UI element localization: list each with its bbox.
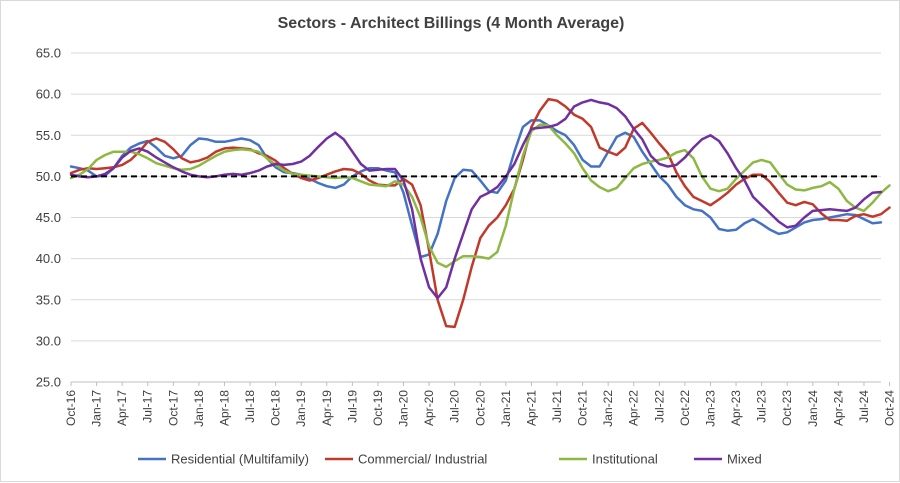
x-axis: Oct-16 Jan-17 Apr-17 Jul-17 Oct-17 Jan-18 Apr-… bbox=[64, 382, 897, 427]
x-tick-label: Oct-23 bbox=[780, 390, 794, 426]
x-tick-label: Oct-19 bbox=[371, 390, 385, 426]
y-tick-label: 60.0 bbox=[36, 87, 61, 102]
x-tick-label: Jul-23 bbox=[755, 390, 769, 423]
x-tick-label: Apr-24 bbox=[831, 390, 845, 426]
x-tick-label: Jul-20 bbox=[448, 390, 462, 423]
x-tick-label: Jan-22 bbox=[601, 390, 615, 427]
y-tick-label: 30.0 bbox=[36, 333, 61, 348]
x-tick-label: Jan-23 bbox=[703, 390, 717, 427]
x-tick-label: Apr-21 bbox=[524, 390, 538, 426]
x-tick-label: Jul-22 bbox=[652, 390, 666, 423]
legend: Residential (Multifamily) Commercial/ Ind… bbox=[138, 452, 762, 467]
y-axis: 25.0 30.0 35.0 40.0 45.0 50.0 55.0 60.0 65.0 bbox=[36, 46, 61, 390]
x-tick-label: Jan-21 bbox=[499, 390, 513, 427]
y-tick-label: 35.0 bbox=[36, 292, 61, 307]
series-line-institutional bbox=[69, 123, 891, 269]
y-tick-label: 65.0 bbox=[36, 46, 61, 61]
x-tick-label: Jan-19 bbox=[294, 390, 308, 427]
x-tick-label: Oct-16 bbox=[64, 390, 78, 426]
chart-title: Sectors - Architect Billings (4 Month Av… bbox=[278, 15, 625, 32]
series-line-residential-multifamily bbox=[69, 119, 883, 259]
x-tick-label: Jan-24 bbox=[806, 390, 820, 427]
x-tick-label: Jul-24 bbox=[857, 390, 871, 423]
y-tick-label: 25.0 bbox=[36, 375, 61, 390]
x-tick-label: Jul-19 bbox=[345, 390, 359, 423]
legend-label-mixed: Mixed bbox=[727, 452, 762, 467]
x-tick-label: Jan-18 bbox=[192, 390, 206, 427]
legend-label-commercial-industrial: Commercial/ Industrial bbox=[358, 452, 487, 467]
x-tick-label: Apr-19 bbox=[320, 390, 334, 426]
x-tick-label: Oct-22 bbox=[678, 390, 692, 426]
x-tick-label: Oct-21 bbox=[576, 390, 590, 426]
series-line-commercial-industrial bbox=[69, 97, 891, 329]
x-tick-label: Jan-17 bbox=[90, 390, 104, 427]
x-tick-label: Apr-17 bbox=[115, 390, 129, 426]
gridlines bbox=[71, 52, 881, 383]
x-tick-label: Oct-24 bbox=[883, 390, 897, 426]
x-tick-label: Apr-20 bbox=[422, 390, 436, 426]
x-tick-label: Jul-21 bbox=[550, 390, 564, 423]
x-tick-label: Oct-20 bbox=[473, 390, 487, 426]
legend-label-institutional: Institutional bbox=[592, 452, 658, 467]
y-tick-label: 45.0 bbox=[36, 210, 61, 225]
series-line-mixed bbox=[69, 98, 883, 300]
x-tick-label: Apr-22 bbox=[627, 390, 641, 426]
x-tick-label: Jul-18 bbox=[243, 390, 257, 423]
x-tick-label: Jan-20 bbox=[397, 390, 411, 427]
y-tick-label: 50.0 bbox=[36, 169, 61, 184]
x-tick-label: Oct-18 bbox=[269, 390, 283, 426]
x-tick-label: Jul-17 bbox=[141, 390, 155, 423]
legend-label-residential-multifamily: Residential (Multifamily) bbox=[171, 452, 309, 467]
x-tick-label: Apr-18 bbox=[217, 390, 231, 426]
series-lines bbox=[69, 97, 891, 329]
x-tick-label: Apr-23 bbox=[729, 390, 743, 426]
y-tick-label: 40.0 bbox=[36, 251, 61, 266]
x-tick-label: Oct-17 bbox=[166, 390, 180, 426]
y-tick-label: 55.0 bbox=[36, 128, 61, 143]
